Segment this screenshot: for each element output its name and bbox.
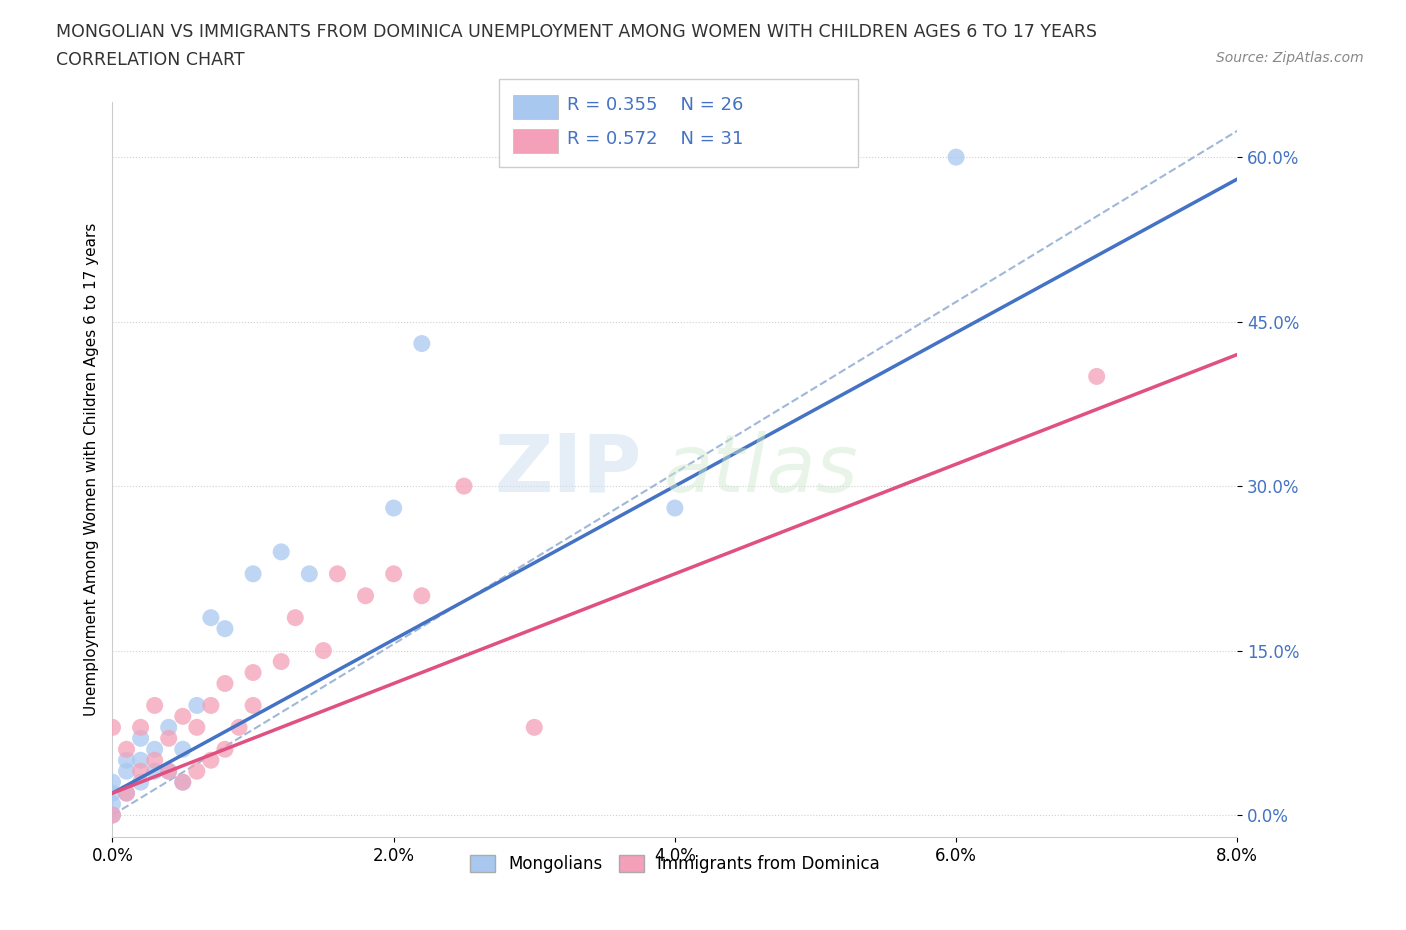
Point bbox=[453, 479, 475, 494]
Legend: Mongolians, Immigrants from Dominica: Mongolians, Immigrants from Dominica bbox=[463, 848, 887, 880]
Point bbox=[129, 720, 152, 735]
Point bbox=[129, 775, 152, 790]
Point bbox=[214, 676, 236, 691]
Point bbox=[101, 807, 124, 822]
Point bbox=[129, 752, 152, 767]
Text: R = 0.355    N = 26: R = 0.355 N = 26 bbox=[567, 96, 742, 114]
Point bbox=[101, 797, 124, 812]
Point bbox=[214, 742, 236, 757]
Text: Source: ZipAtlas.com: Source: ZipAtlas.com bbox=[1216, 51, 1364, 65]
Point bbox=[1085, 369, 1108, 384]
Point bbox=[664, 500, 686, 515]
Point bbox=[354, 589, 377, 604]
Point bbox=[115, 786, 138, 801]
Point bbox=[326, 566, 349, 581]
Point bbox=[157, 720, 180, 735]
Point bbox=[157, 731, 180, 746]
Point bbox=[143, 742, 166, 757]
Point bbox=[242, 566, 264, 581]
Point bbox=[143, 764, 166, 778]
Point bbox=[312, 644, 335, 658]
Point bbox=[115, 764, 138, 778]
Point bbox=[186, 764, 208, 778]
Text: ZIP: ZIP bbox=[494, 431, 641, 509]
Point bbox=[115, 742, 138, 757]
Point bbox=[200, 698, 222, 713]
Point bbox=[172, 775, 194, 790]
Point bbox=[129, 764, 152, 778]
Text: CORRELATION CHART: CORRELATION CHART bbox=[56, 51, 245, 69]
Point bbox=[270, 654, 292, 669]
Point bbox=[382, 566, 405, 581]
Text: atlas: atlas bbox=[664, 431, 859, 509]
Point bbox=[157, 764, 180, 778]
Point bbox=[143, 752, 166, 767]
Point bbox=[186, 720, 208, 735]
Y-axis label: Unemployment Among Women with Children Ages 6 to 17 years: Unemployment Among Women with Children A… bbox=[83, 223, 98, 716]
Point bbox=[382, 500, 405, 515]
Point bbox=[411, 336, 433, 351]
Point bbox=[523, 720, 546, 735]
Point bbox=[115, 752, 138, 767]
Text: MONGOLIAN VS IMMIGRANTS FROM DOMINICA UNEMPLOYMENT AMONG WOMEN WITH CHILDREN AGE: MONGOLIAN VS IMMIGRANTS FROM DOMINICA UN… bbox=[56, 23, 1097, 41]
Point bbox=[945, 150, 967, 165]
Point bbox=[242, 665, 264, 680]
Point bbox=[101, 807, 124, 822]
Point bbox=[115, 786, 138, 801]
Point bbox=[101, 786, 124, 801]
Point bbox=[172, 775, 194, 790]
Point bbox=[411, 589, 433, 604]
Point bbox=[270, 544, 292, 559]
Point bbox=[101, 720, 124, 735]
Point bbox=[284, 610, 307, 625]
Point bbox=[228, 720, 250, 735]
Point bbox=[172, 742, 194, 757]
Point bbox=[157, 764, 180, 778]
Point bbox=[214, 621, 236, 636]
Point bbox=[172, 709, 194, 724]
Text: R = 0.572    N = 31: R = 0.572 N = 31 bbox=[567, 130, 742, 149]
Point bbox=[101, 775, 124, 790]
Point bbox=[242, 698, 264, 713]
Point bbox=[298, 566, 321, 581]
Point bbox=[200, 610, 222, 625]
Point bbox=[200, 752, 222, 767]
Point bbox=[129, 731, 152, 746]
Point bbox=[186, 698, 208, 713]
Point bbox=[143, 698, 166, 713]
